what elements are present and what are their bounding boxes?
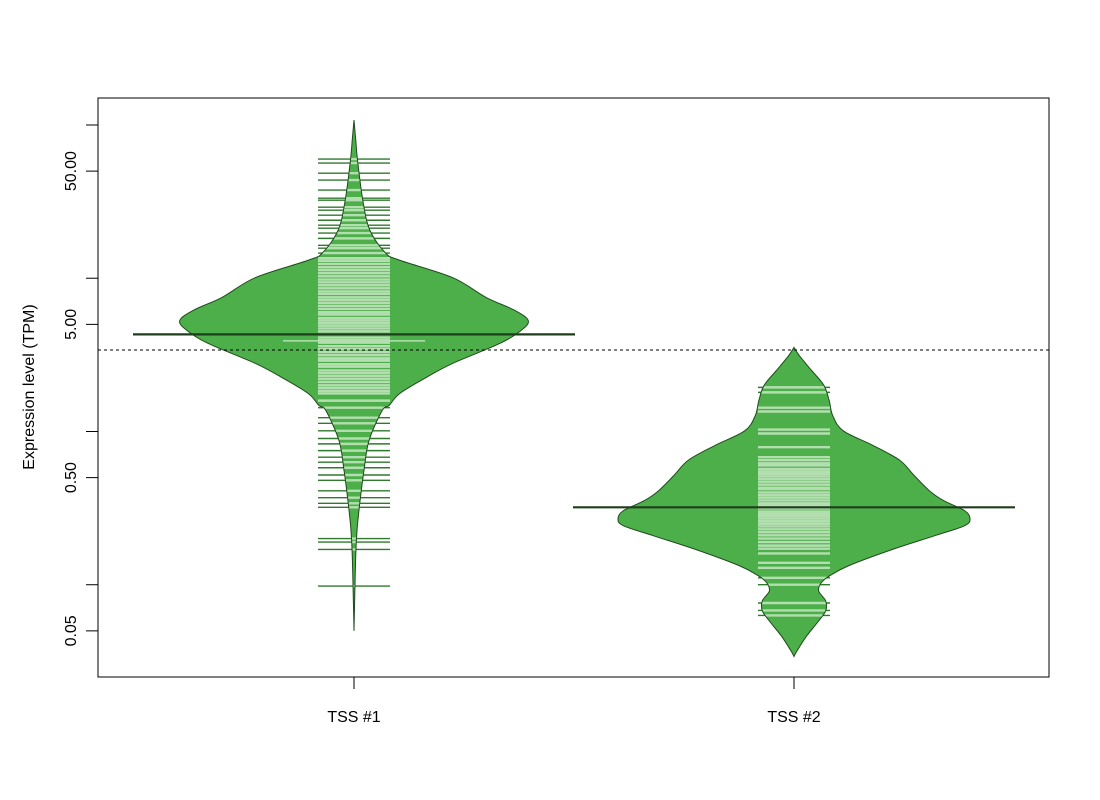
bean-ticks-inside — [318, 157, 390, 588]
y-axis-title: Expression level (TPM) — [21, 304, 38, 469]
plot-frame — [97, 97, 1050, 678]
y-tick-label: 5.00 — [63, 309, 80, 340]
bean-outline — [179, 120, 529, 631]
x-tick-label: TSS #1 — [327, 709, 380, 726]
bean-shape — [617, 347, 971, 657]
bean-1 — [133, 120, 575, 631]
beans-layer — [133, 120, 1015, 658]
bean-outline — [617, 346, 971, 658]
bean-2 — [573, 346, 1015, 658]
x-tick-label: TSS #2 — [767, 709, 820, 726]
y-tick-label: 0.50 — [63, 462, 80, 493]
y-tick-label: 0.05 — [63, 615, 80, 646]
x-axis: TSS #1 TSS #2 — [327, 677, 821, 726]
y-tick-label: 50.00 — [63, 151, 80, 191]
y-axis: 50.00 5.00 0.50 0.05 — [63, 124, 98, 646]
